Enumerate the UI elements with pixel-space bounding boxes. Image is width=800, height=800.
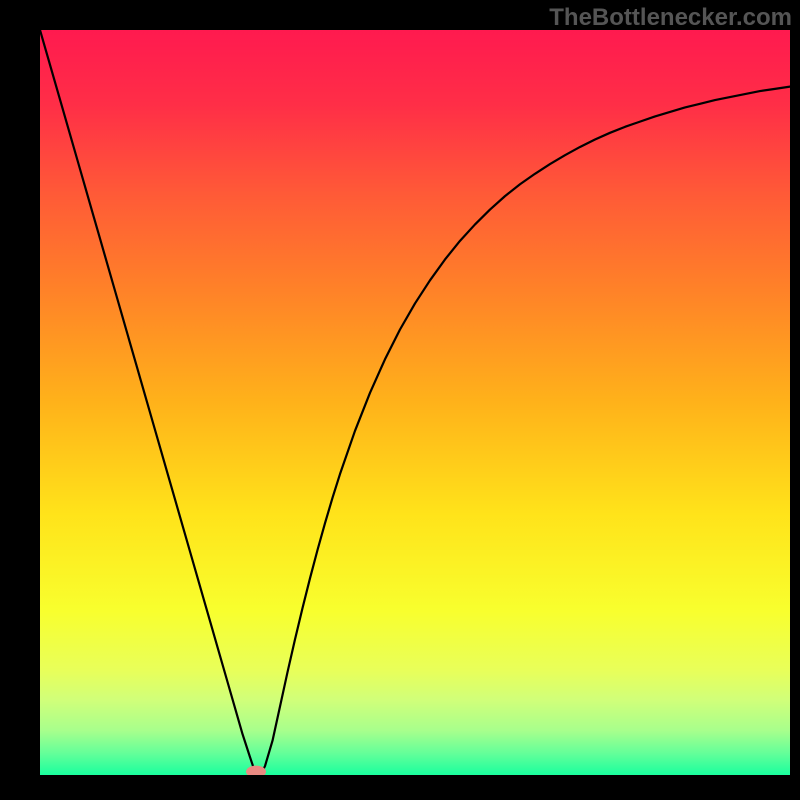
chart-container: TheBottlenecker.com [0, 0, 800, 800]
bottleneck-chart [40, 30, 790, 775]
watermark-text: TheBottlenecker.com [549, 4, 792, 32]
chart-background [40, 30, 790, 775]
